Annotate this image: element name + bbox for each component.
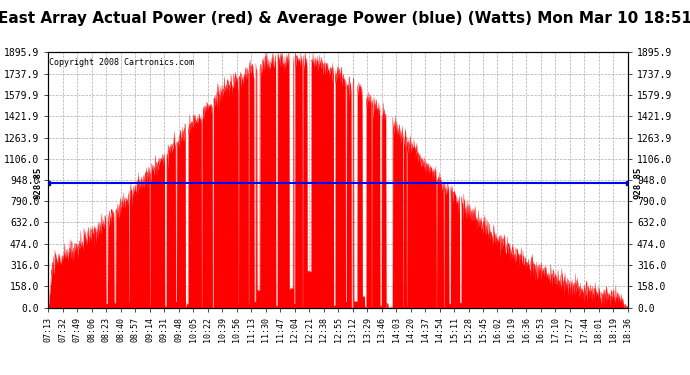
Text: Copyright 2008 Cartronics.com: Copyright 2008 Cartronics.com — [50, 58, 195, 67]
Text: 928.85: 928.85 — [34, 166, 43, 199]
Text: East Array Actual Power (red) & Average Power (blue) (Watts) Mon Mar 10 18:51: East Array Actual Power (red) & Average … — [0, 11, 690, 26]
Text: 928.85: 928.85 — [633, 166, 642, 199]
